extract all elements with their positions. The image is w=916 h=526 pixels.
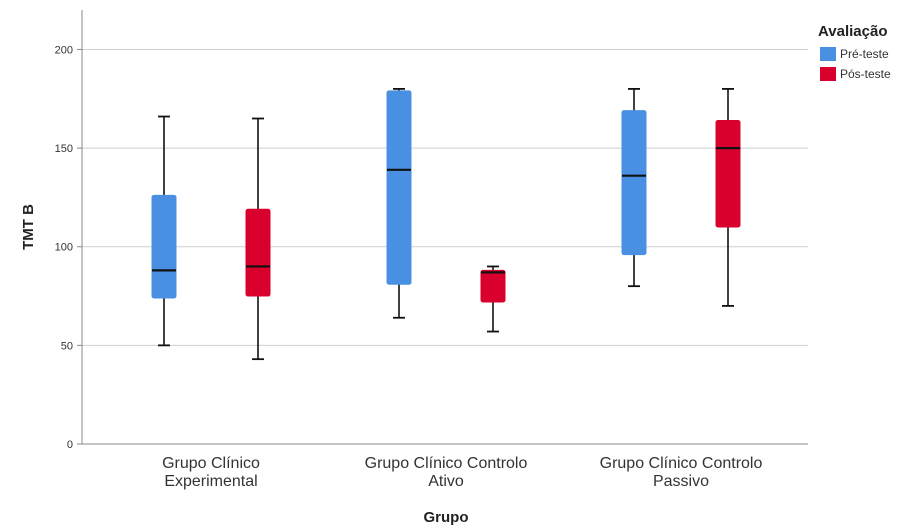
x-category-label: Grupo Clínico bbox=[162, 455, 260, 472]
x-category-label: Grupo Clínico Controlo bbox=[365, 455, 528, 472]
y-tick-label: 200 bbox=[55, 44, 73, 56]
box-iqr bbox=[151, 194, 177, 299]
x-category-label: Experimental bbox=[164, 473, 257, 490]
gridlines bbox=[82, 48, 808, 346]
box-iqr bbox=[621, 110, 647, 256]
box-pre-1 bbox=[386, 88, 412, 319]
box-layer bbox=[151, 88, 741, 361]
y-tick-label: 50 bbox=[61, 340, 73, 352]
box-pos-0 bbox=[245, 117, 271, 361]
y-tick-label: 100 bbox=[55, 242, 73, 254]
y-tick-label: 150 bbox=[55, 143, 73, 155]
box-iqr bbox=[715, 119, 741, 228]
legend-swatch bbox=[820, 67, 836, 81]
x-category-label: Grupo Clínico Controlo bbox=[600, 455, 763, 472]
box-iqr bbox=[386, 90, 412, 285]
legend-label: Pré-teste bbox=[840, 47, 889, 61]
legend-title: Avaliação bbox=[818, 23, 888, 40]
legend-swatch bbox=[820, 47, 836, 61]
x-category-label: Passivo bbox=[653, 473, 709, 490]
x-axis-title: Grupo bbox=[424, 509, 469, 526]
box-pre-2 bbox=[621, 88, 647, 288]
legend: Pré-teste Pós-teste bbox=[820, 47, 891, 81]
box-iqr bbox=[245, 208, 271, 297]
box-pos-1 bbox=[480, 265, 506, 333]
y-tick-labels: 0 50 100 150 200 bbox=[55, 44, 82, 451]
x-category-label: Ativo bbox=[428, 473, 464, 490]
y-tick-label: 0 bbox=[67, 439, 73, 451]
legend-label: Pós-teste bbox=[840, 67, 891, 81]
box-iqr bbox=[480, 269, 506, 303]
y-axis-title: TMT B bbox=[20, 204, 37, 250]
box-pre-0 bbox=[151, 115, 177, 347]
box-pos-2 bbox=[715, 88, 741, 307]
